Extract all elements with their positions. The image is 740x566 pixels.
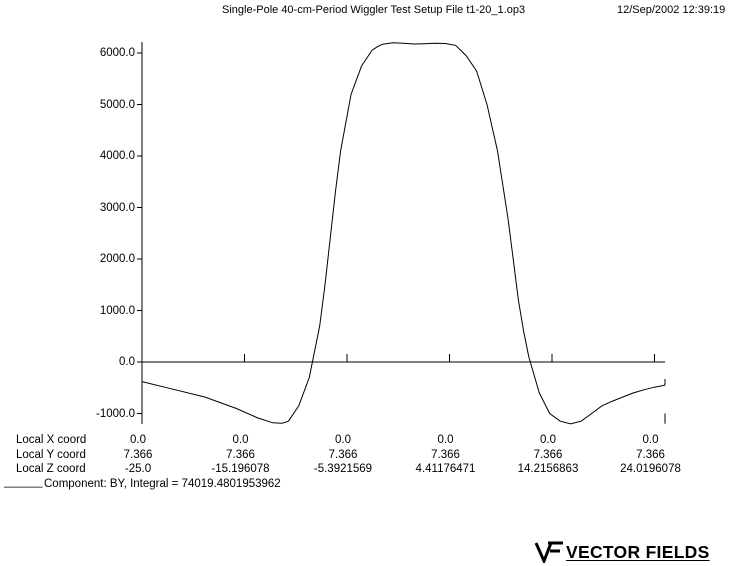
legend-text: Component: BY, Integral = 74019.48019539… <box>44 478 281 490</box>
y-tick-label: 1000.0 <box>99 304 135 317</box>
y-tick-label: 4000.0 <box>99 150 135 162</box>
vector-fields-logo: VECTOR FIELDS <box>534 541 710 563</box>
y-coord-cell: 7.366 <box>636 449 665 461</box>
legend-line: ______ <box>4 476 43 488</box>
x-coord-cell: 0.0 <box>539 434 556 446</box>
z-coord-cell: -25.0 <box>124 463 152 475</box>
series-line <box>141 42 666 425</box>
y-tick-label: 2000.0 <box>99 253 135 265</box>
timestamp: 12/Sep/2002 12:39:19 <box>617 4 726 16</box>
row-label-y: Local Y coord <box>16 449 86 461</box>
y-tick-label: 6000.0 <box>99 47 135 59</box>
chart-title: Single-Pole 40-cm-Period Wiggler Test Se… <box>222 4 526 16</box>
y-tick-marks <box>137 52 142 414</box>
y-coord-cell: 7.366 <box>226 449 255 461</box>
x-tick-marks <box>141 354 666 424</box>
x-coord-cell: 0.0 <box>130 434 146 446</box>
z-coord-cell: -15.196078 <box>211 463 270 475</box>
y-tick-label: 3000.0 <box>99 201 135 214</box>
y-tick-label: -1000.0 <box>95 407 135 420</box>
z-coord-cell: -5.3921569 <box>313 463 373 475</box>
logo-text: VECTOR FIELDS <box>566 541 710 562</box>
z-coord-cell: 24.0196078 <box>620 463 681 475</box>
y-coord-cell: 7.366 <box>328 449 358 461</box>
y-tick-label: 0.0 <box>119 356 135 368</box>
vf-mark-icon <box>534 541 563 563</box>
row-label-z: Local Z coord <box>16 463 86 475</box>
z-coord-cell: 14.2156863 <box>517 463 579 475</box>
y-coord-cell: 7.366 <box>431 449 460 461</box>
y-coord-cell: 7.366 <box>533 449 563 461</box>
y-coord-cell: 7.366 <box>123 449 153 461</box>
z-coord-cell: 4.41176471 <box>415 463 476 475</box>
x-coord-cell: 0.0 <box>232 434 249 446</box>
x-coord-cell: 0.0 <box>437 434 454 446</box>
row-label-x: Local X coord <box>16 434 87 446</box>
x-coord-cell: 0.0 <box>642 434 659 446</box>
y-tick-label: 5000.0 <box>99 98 135 111</box>
x-coord-cell: 0.0 <box>335 434 351 446</box>
